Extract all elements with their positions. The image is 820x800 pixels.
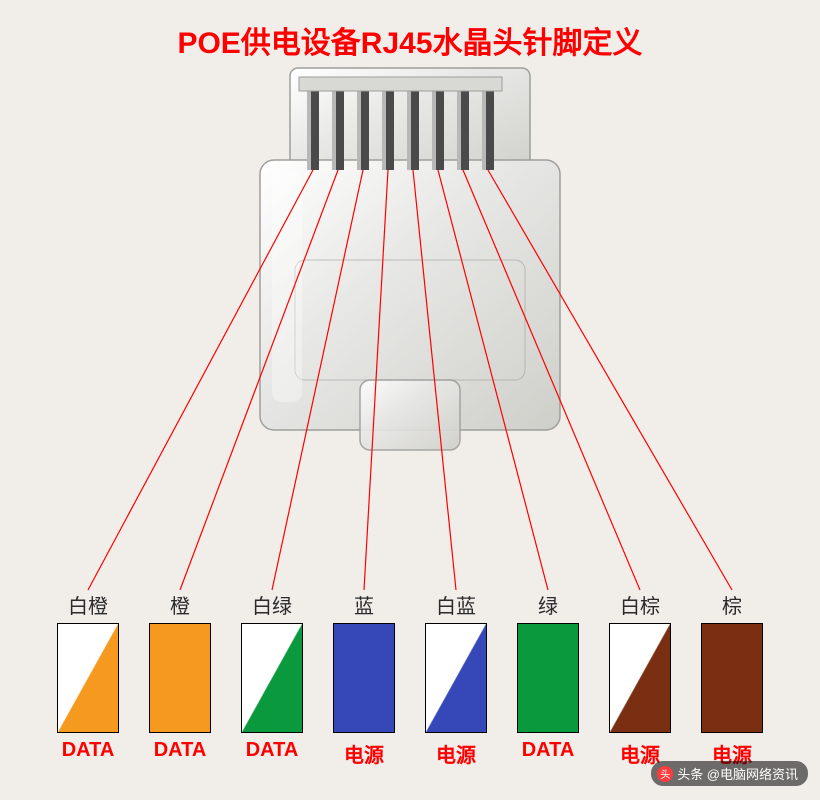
pin-swatch (609, 623, 671, 733)
pin-color-label: 绿 (517, 590, 579, 619)
pin-swatch (241, 623, 303, 733)
pin-color-label: 白绿 (241, 590, 303, 619)
pin-swatch (425, 623, 487, 733)
pin-column-7: 白棕电源 (609, 590, 671, 768)
watermark-icon: 头 (657, 766, 673, 782)
pin-definitions-row: 白橙DATA橙DATA白绿DATA蓝电源白蓝电源绿DATA白棕电源棕电源 (0, 590, 820, 768)
pin-swatch (57, 623, 119, 733)
rj45-connector (260, 68, 560, 450)
pin-function-label: DATA (57, 739, 119, 762)
pin-color-label: 白蓝 (425, 590, 487, 619)
pin-column-8: 棕电源 (701, 590, 763, 768)
pin-column-4: 蓝电源 (333, 590, 395, 768)
pin-column-3: 白绿 DATA (241, 590, 303, 768)
pin-column-5: 白蓝电源 (425, 590, 487, 768)
pin-color-label: 棕 (701, 590, 763, 619)
pin-swatch (149, 623, 211, 733)
pin-function-label: DATA (149, 739, 211, 762)
pin-function-label: DATA (241, 739, 303, 762)
watermark-text: 头条 @电脑网络资讯 (677, 764, 798, 783)
pin-swatch (517, 623, 579, 733)
pin-column-6: 绿 DATA (517, 590, 579, 768)
watermark: 头 头条 @电脑网络资讯 (651, 761, 808, 786)
pin-lines (88, 170, 732, 590)
pin-function-label: 电源 (425, 739, 487, 768)
pin-column-2: 橙 DATA (149, 590, 211, 768)
pin-color-label: 白橙 (57, 590, 119, 619)
pin-swatch (701, 623, 763, 733)
pin-color-label: 蓝 (333, 590, 395, 619)
diagram-title: POE供电设备RJ45水晶头针脚定义 (0, 18, 820, 62)
pin-color-label: 橙 (149, 590, 211, 619)
pin-function-label: DATA (517, 739, 579, 762)
pin-function-label: 电源 (333, 739, 395, 768)
pin-column-1: 白橙 DATA (57, 590, 119, 768)
pin-swatch (333, 623, 395, 733)
pin-color-label: 白棕 (609, 590, 671, 619)
